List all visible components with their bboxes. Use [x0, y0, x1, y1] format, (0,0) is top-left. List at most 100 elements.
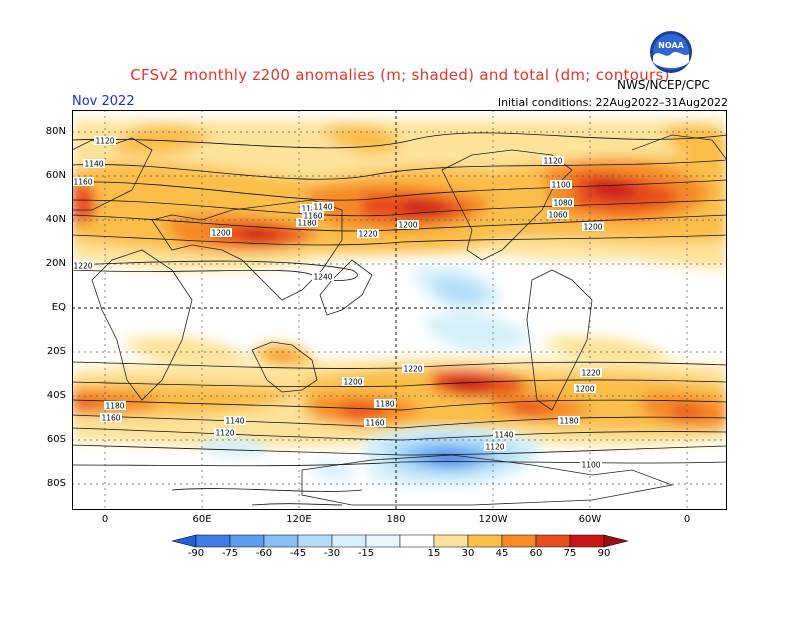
svg-text:1140: 1140	[84, 160, 103, 169]
lon-label: 180	[386, 514, 406, 525]
lon-label: 120W	[478, 514, 508, 525]
colorbar-label: -90	[187, 548, 205, 559]
contour-label: 1200	[342, 377, 364, 387]
contour-label: 1160	[100, 413, 122, 423]
contour-label: 1220	[72, 261, 94, 271]
noaa-logo: NOAA	[649, 30, 693, 74]
svg-text:1140: 1140	[313, 203, 332, 212]
contour-label: 1160	[302, 211, 324, 221]
svg-text:1200: 1200	[343, 378, 362, 387]
svg-text:1200: 1200	[583, 223, 602, 232]
lon-label: 120E	[286, 514, 312, 525]
svg-text:1200: 1200	[575, 385, 594, 394]
contour-label: 1240	[312, 272, 334, 282]
svg-text:1140: 1140	[225, 417, 244, 426]
lat-label: 20S	[46, 346, 66, 357]
colorbar-swatch	[433, 534, 469, 548]
colorbar-swatch	[569, 534, 605, 548]
forecast-period: Nov 2022	[72, 94, 135, 109]
lat-label: EQ	[51, 302, 66, 313]
svg-text:1180: 1180	[559, 417, 578, 426]
svg-text:1160: 1160	[73, 178, 92, 187]
lat-label: 60N	[45, 170, 66, 181]
lat-label: 80S	[46, 478, 66, 489]
svg-text:1220: 1220	[403, 365, 422, 374]
agency-label: NWS/NCEP/CPC	[617, 78, 710, 92]
svg-text:1120: 1120	[215, 429, 234, 438]
contour-label: 1180	[558, 416, 580, 426]
lat-label: 40N	[45, 214, 66, 225]
colorbar-swatch	[365, 534, 401, 548]
svg-text:1160: 1160	[101, 414, 120, 423]
contour-label: 1200	[574, 384, 596, 394]
contour-label: 1140	[83, 159, 105, 169]
contour-label: 1220	[402, 364, 424, 374]
lat-label: 60S	[46, 434, 66, 445]
contour-label: 1220	[580, 368, 602, 378]
colorbar-swatch	[501, 534, 537, 548]
colorbar-end-high	[603, 534, 628, 548]
chart-title: CFSv2 monthly z200 anomalies (m; shaded)…	[130, 66, 670, 84]
svg-text:1120: 1120	[485, 443, 504, 452]
contour-label: 1200	[210, 228, 232, 238]
contour-label: 1220	[357, 229, 379, 239]
colorbar-label: -45	[289, 548, 307, 559]
contour-label: 1060	[547, 210, 569, 220]
contour-label: 1160	[72, 177, 94, 187]
contour-label: 1180	[296, 218, 318, 228]
svg-text:1100: 1100	[581, 461, 600, 470]
colorbar-label: -15	[357, 548, 375, 559]
svg-text:1100: 1100	[551, 181, 570, 190]
colorbar-label: 90	[597, 548, 611, 559]
contour-label: 1120	[94, 136, 116, 146]
lon-label: 60W	[578, 514, 602, 525]
svg-text:1220: 1220	[581, 369, 600, 378]
contour-label: 1180	[300, 204, 322, 214]
lon-label: 0	[683, 514, 691, 525]
colorbar-swatch	[535, 534, 571, 548]
colorbar-swatch	[297, 534, 333, 548]
contour-label: 1180	[374, 399, 396, 409]
contour-label: 1100	[550, 180, 572, 190]
svg-text:1120: 1120	[543, 157, 562, 166]
colorbar-swatch	[399, 534, 435, 548]
contour-label: 1120	[542, 156, 564, 166]
svg-text:1060: 1060	[548, 211, 567, 220]
contour-label: 1140	[312, 202, 334, 212]
svg-text:1080: 1080	[553, 199, 572, 208]
lon-label: 0	[101, 514, 109, 525]
colorbar-swatch	[195, 534, 231, 548]
colorbar-swatch	[467, 534, 503, 548]
svg-text:1120: 1120	[95, 137, 114, 146]
colorbar-label: 45	[495, 548, 509, 559]
svg-text:NOAA: NOAA	[658, 41, 684, 50]
contour-label: 1120	[484, 442, 506, 452]
anomaly-map: 1120 1140 1160 1180 1200 1220 1240 1200 …	[72, 110, 727, 510]
svg-text:1200: 1200	[211, 229, 230, 238]
initial-conditions: Initial conditions: 22Aug2022–31Aug2022	[497, 96, 728, 109]
colorbar-label: -60	[255, 548, 273, 559]
svg-text:1200: 1200	[398, 221, 417, 230]
colorbar-label: 60	[529, 548, 543, 559]
colorbar-swatch	[263, 534, 299, 548]
lat-label: 40S	[46, 390, 66, 401]
contour-label: 1140	[224, 416, 246, 426]
contour-label: 1140	[493, 430, 515, 440]
lon-label: 60E	[192, 514, 212, 525]
svg-text:1160: 1160	[365, 419, 384, 428]
colorbar-label: -30	[323, 548, 341, 559]
colorbar-label: 75	[563, 548, 577, 559]
colorbar	[172, 534, 628, 548]
contour-label: 1160	[364, 418, 386, 428]
colorbar-label: 30	[461, 548, 475, 559]
svg-text:1160: 1160	[303, 212, 322, 221]
colorbar-swatch	[229, 534, 265, 548]
colorbar-swatch	[331, 534, 367, 548]
lat-label: 80N	[45, 126, 66, 137]
colorbar-end-low	[172, 534, 197, 548]
svg-text:1180: 1180	[301, 205, 320, 214]
contour-label: 1200	[397, 220, 419, 230]
svg-text:1220: 1220	[358, 230, 377, 239]
svg-text:1180: 1180	[105, 402, 124, 411]
svg-text:1140: 1140	[494, 431, 513, 440]
